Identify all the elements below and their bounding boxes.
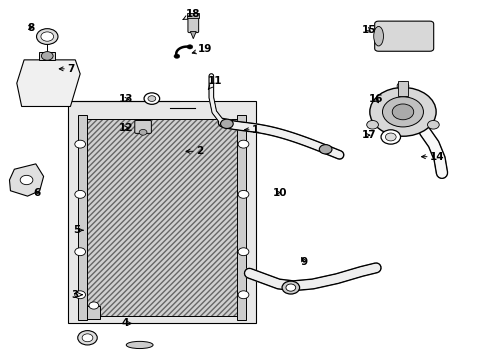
Circle shape: [391, 104, 413, 120]
Bar: [86, 119, 237, 316]
Text: 7: 7: [59, 64, 74, 74]
Circle shape: [396, 82, 408, 90]
Bar: [78, 116, 86, 320]
Bar: [87, 306, 100, 319]
Circle shape: [174, 54, 180, 58]
Circle shape: [385, 133, 395, 141]
Circle shape: [75, 140, 85, 148]
Circle shape: [369, 87, 435, 136]
Text: 6: 6: [34, 188, 41, 198]
Circle shape: [139, 130, 147, 135]
Text: 3: 3: [71, 290, 82, 300]
Ellipse shape: [373, 26, 383, 46]
Bar: [237, 116, 245, 320]
Circle shape: [427, 121, 438, 129]
Circle shape: [75, 291, 85, 299]
Text: 5: 5: [73, 225, 83, 235]
Text: 11: 11: [207, 76, 222, 89]
FancyBboxPatch shape: [374, 21, 433, 51]
Circle shape: [144, 93, 159, 104]
Text: 15: 15: [361, 25, 375, 35]
Circle shape: [75, 190, 85, 198]
Text: 1: 1: [244, 125, 259, 135]
FancyBboxPatch shape: [135, 121, 151, 134]
Text: 17: 17: [361, 130, 375, 140]
Text: 4: 4: [122, 319, 132, 328]
Text: 18: 18: [183, 9, 200, 19]
Text: 12: 12: [119, 123, 133, 133]
Text: 13: 13: [119, 94, 133, 104]
Circle shape: [238, 190, 248, 198]
Circle shape: [75, 248, 85, 256]
Circle shape: [20, 175, 33, 185]
Circle shape: [186, 45, 192, 49]
Text: 8: 8: [27, 23, 35, 33]
Circle shape: [220, 119, 233, 129]
Circle shape: [238, 248, 248, 256]
Circle shape: [382, 97, 423, 127]
Circle shape: [238, 140, 248, 148]
Circle shape: [82, 334, 93, 342]
Text: 9: 9: [300, 257, 307, 267]
Bar: [397, 81, 407, 96]
Polygon shape: [9, 164, 43, 196]
Circle shape: [78, 330, 97, 345]
Bar: [187, 13, 199, 18]
Circle shape: [89, 302, 99, 309]
Text: 19: 19: [192, 44, 212, 54]
Circle shape: [319, 145, 331, 154]
Text: 16: 16: [368, 94, 383, 104]
FancyBboxPatch shape: [187, 17, 198, 33]
Circle shape: [41, 51, 53, 60]
Polygon shape: [190, 32, 196, 39]
Circle shape: [148, 96, 156, 102]
Text: 2: 2: [185, 146, 203, 156]
Circle shape: [366, 121, 378, 129]
Circle shape: [380, 130, 400, 144]
Bar: [40, 52, 55, 60]
Ellipse shape: [126, 341, 153, 348]
Bar: [68, 101, 255, 323]
Polygon shape: [17, 60, 80, 107]
Circle shape: [41, 32, 54, 41]
Text: 14: 14: [421, 152, 444, 162]
Circle shape: [285, 284, 295, 291]
Text: 10: 10: [272, 188, 286, 198]
Circle shape: [282, 281, 299, 294]
Circle shape: [238, 291, 248, 299]
Circle shape: [37, 29, 58, 44]
Bar: [86, 119, 237, 316]
